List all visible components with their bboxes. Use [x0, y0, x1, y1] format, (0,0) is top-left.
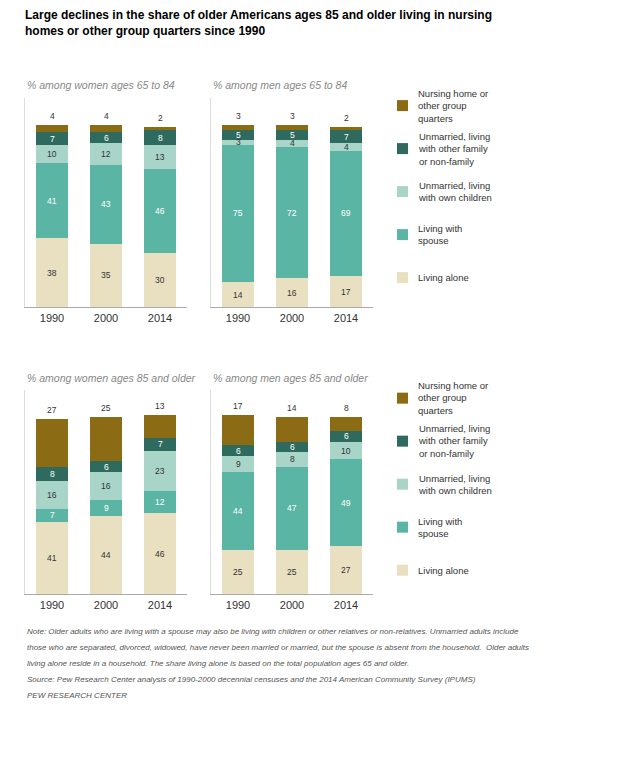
svg-text:43: 43 [101, 199, 111, 209]
svg-text:6: 6 [344, 431, 349, 441]
svg-text:2000: 2000 [94, 312, 118, 324]
svg-text:47: 47 [287, 503, 297, 513]
svg-text:% among women ages 65 to 84: % among women ages 65 to 84 [27, 79, 175, 91]
svg-text:3: 3 [290, 111, 295, 121]
svg-text:Source: Pew Research Center an: Source: Pew Research Center analysis of … [27, 675, 476, 684]
svg-text:17: 17 [341, 287, 351, 297]
svg-text:9: 9 [104, 503, 109, 513]
svg-text:Unmarried, livingwith other fa: Unmarried, livingwith other familyor non… [418, 131, 490, 167]
svg-text:those who are separated, divor: those who are separated, divorced, widow… [27, 643, 529, 652]
svg-text:72: 72 [287, 208, 297, 218]
svg-text:3: 3 [236, 137, 241, 147]
svg-text:4: 4 [344, 142, 349, 152]
svg-text:8: 8 [158, 133, 163, 143]
svg-text:10: 10 [47, 149, 57, 159]
svg-text:7: 7 [50, 134, 55, 144]
svg-text:Note: Older adults who are liv: Note: Older adults who are living with a… [27, 627, 519, 636]
svg-text:Unmarried, livingwith other fa: Unmarried, livingwith other familyor non… [418, 423, 490, 459]
svg-text:2: 2 [344, 113, 349, 123]
svg-text:27: 27 [341, 565, 351, 575]
svg-text:4: 4 [104, 111, 109, 121]
svg-text:7: 7 [50, 510, 55, 520]
svg-text:% among men ages 65 to 84: % among men ages 65 to 84 [213, 79, 347, 91]
svg-text:5: 5 [236, 130, 241, 140]
svg-text:2014: 2014 [334, 599, 358, 611]
svg-text:25: 25 [233, 567, 243, 577]
svg-text:4: 4 [290, 138, 295, 148]
svg-text:Living withspouse: Living withspouse [418, 223, 462, 246]
svg-text:8: 8 [344, 403, 349, 413]
svg-text:23: 23 [155, 466, 165, 476]
svg-text:Living alone: Living alone [418, 565, 469, 576]
svg-text:44: 44 [233, 506, 243, 516]
svg-text:PEW RESEARCH CENTER: PEW RESEARCH CENTER [27, 691, 127, 700]
svg-text:Unmarried, livingwith own chil: Unmarried, livingwith own children [418, 473, 492, 496]
svg-text:1990: 1990 [40, 599, 64, 611]
svg-text:% among men ages 85 and older: % among men ages 85 and older [213, 372, 368, 384]
svg-text:Unmarried, livingwith own chil: Unmarried, livingwith own children [418, 180, 492, 203]
svg-text:Nursing home orother groupquar: Nursing home orother groupquarters [418, 380, 488, 416]
svg-text:5: 5 [290, 130, 295, 140]
svg-text:14: 14 [287, 403, 297, 413]
svg-text:44: 44 [101, 550, 111, 560]
svg-text:16: 16 [287, 288, 297, 298]
svg-text:1990: 1990 [226, 312, 250, 324]
svg-text:46: 46 [155, 549, 165, 559]
svg-text:35: 35 [101, 270, 111, 280]
svg-text:8: 8 [50, 469, 55, 479]
svg-text:69: 69 [341, 208, 351, 218]
svg-text:4: 4 [50, 111, 55, 121]
svg-text:49: 49 [341, 498, 351, 508]
svg-text:10: 10 [341, 446, 351, 456]
svg-text:6: 6 [104, 133, 109, 143]
svg-text:14: 14 [233, 290, 243, 300]
svg-text:1990: 1990 [226, 599, 250, 611]
svg-text:13: 13 [155, 152, 165, 162]
svg-text:% among women ages 85 and olde: % among women ages 85 and older [27, 372, 196, 384]
svg-text:30: 30 [155, 275, 165, 285]
svg-text:16: 16 [101, 481, 111, 491]
svg-text:2014: 2014 [148, 312, 172, 324]
svg-text:Living alone: Living alone [418, 272, 469, 283]
svg-text:17: 17 [233, 401, 243, 411]
svg-text:7: 7 [158, 439, 163, 449]
svg-text:2014: 2014 [334, 312, 358, 324]
svg-text:Living withspouse: Living withspouse [418, 516, 462, 539]
svg-text:8: 8 [290, 454, 295, 464]
svg-text:2014: 2014 [148, 599, 172, 611]
svg-text:9: 9 [236, 459, 241, 469]
svg-text:25: 25 [287, 567, 297, 577]
svg-text:41: 41 [47, 553, 57, 563]
svg-text:38: 38 [47, 268, 57, 278]
svg-text:2: 2 [158, 113, 163, 123]
svg-text:Large declines in the share of: Large declines in the share of older Ame… [25, 8, 492, 38]
svg-text:41: 41 [47, 196, 57, 206]
svg-text:12: 12 [101, 149, 111, 159]
svg-text:12: 12 [155, 497, 165, 507]
svg-text:7: 7 [344, 132, 349, 142]
svg-text:1990: 1990 [40, 312, 64, 324]
svg-text:27: 27 [47, 405, 57, 415]
svg-text:2000: 2000 [280, 312, 304, 324]
svg-text:3: 3 [236, 111, 241, 121]
svg-text:living alone reside in a house: living alone reside in a household. The … [27, 659, 409, 668]
svg-text:2000: 2000 [94, 599, 118, 611]
svg-text:46: 46 [155, 206, 165, 216]
svg-text:25: 25 [101, 403, 111, 413]
svg-text:Nursing home orother groupquar: Nursing home orother groupquarters [418, 88, 488, 124]
svg-text:75: 75 [233, 208, 243, 218]
svg-text:16: 16 [47, 490, 57, 500]
svg-text:13: 13 [155, 401, 165, 411]
svg-text:6: 6 [236, 446, 241, 456]
svg-text:2000: 2000 [280, 599, 304, 611]
svg-text:6: 6 [290, 442, 295, 452]
svg-text:6: 6 [104, 462, 109, 472]
